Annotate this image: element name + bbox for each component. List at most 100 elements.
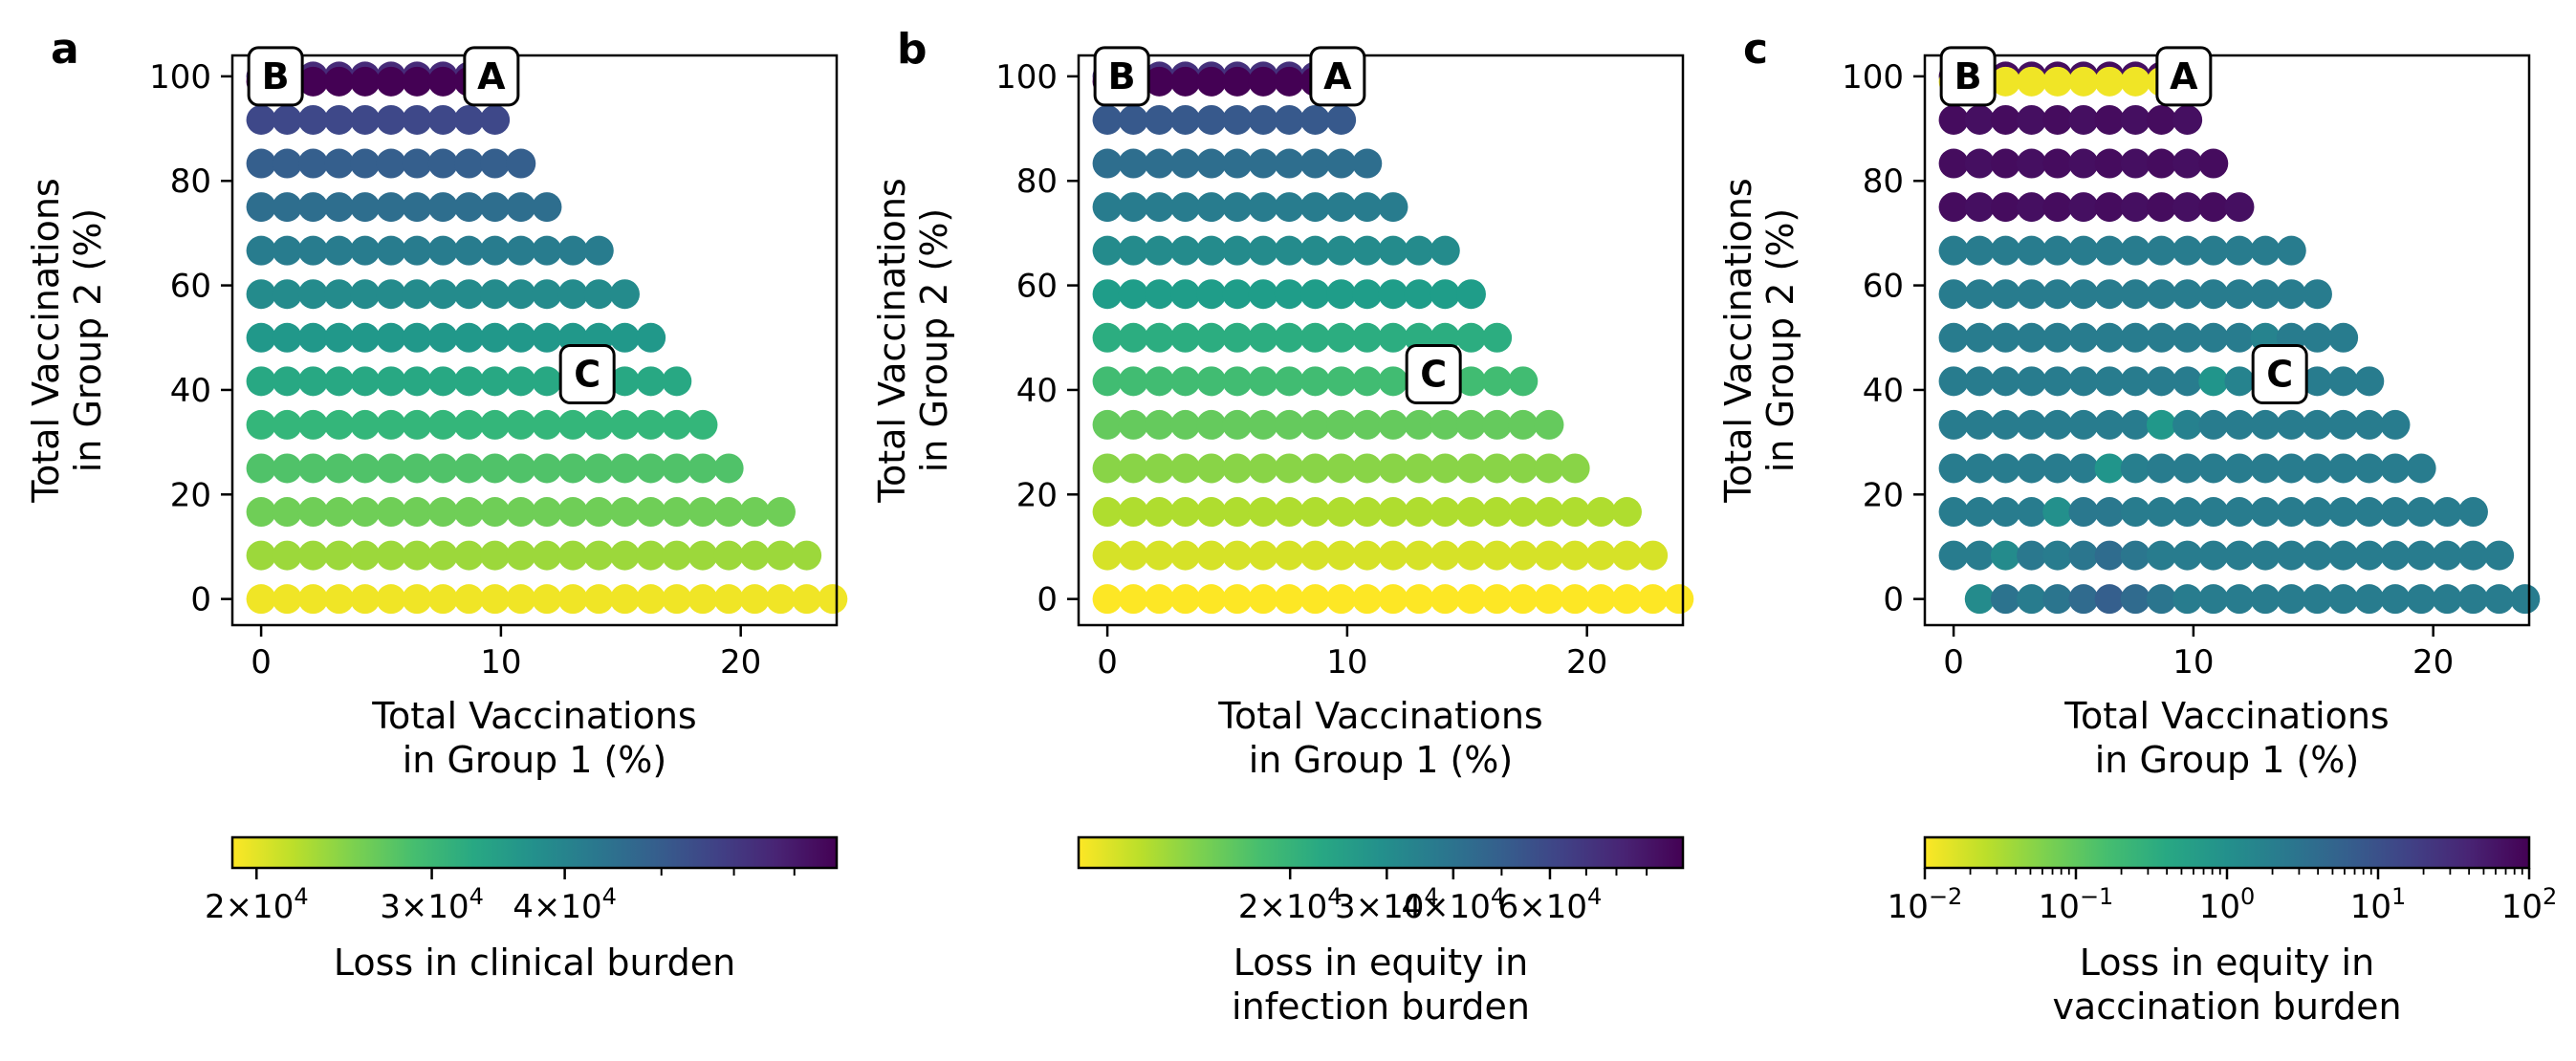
data-point: [1274, 235, 1304, 266]
data-point: [1990, 322, 2020, 353]
data-point: [506, 148, 536, 179]
data-point: [688, 584, 718, 615]
data-point: [1352, 584, 1383, 615]
colorbar-tick-label: 100: [2199, 883, 2256, 926]
data-point: [1170, 322, 1201, 353]
plot-frame: [1923, 54, 2531, 627]
data-point: [1326, 497, 1357, 528]
data-point: [1482, 453, 1513, 484]
data-point: [662, 366, 692, 397]
data-point: [2172, 584, 2203, 615]
data-point: [1248, 497, 1278, 528]
data-point: [2120, 148, 2150, 179]
data-point: [376, 409, 406, 440]
data-point: [2120, 497, 2150, 528]
data-point: [246, 366, 276, 397]
data-point: [2406, 540, 2436, 571]
data-point: [1560, 497, 1590, 528]
data-point: [2354, 453, 2385, 484]
y-axis-label: Total Vaccinations in Group 2 (%): [871, 178, 955, 503]
data-point: [2224, 540, 2255, 571]
data-point: [609, 409, 640, 440]
data-point: [2198, 584, 2229, 615]
data-point: [1196, 409, 1227, 440]
data-point: [1326, 366, 1357, 397]
colorbar-gradient: [230, 835, 839, 870]
data-point: [376, 104, 406, 135]
data-point: [2224, 497, 2255, 528]
data-point: [324, 584, 355, 615]
data-point: [1144, 540, 1174, 571]
data-point: [1326, 192, 1357, 223]
colorbar-tick-label: 2×104: [1238, 883, 1343, 926]
data-point: [1430, 453, 1460, 484]
annotation-box: [463, 46, 520, 107]
data-point: [297, 497, 328, 528]
annotation-label: C: [1420, 354, 1447, 396]
data-point: [506, 279, 536, 310]
data-point: [2146, 279, 2176, 310]
data-point: [1326, 540, 1357, 571]
data-point: [297, 279, 328, 310]
data-point: [1222, 235, 1253, 266]
data-point: [1118, 104, 1148, 135]
data-point: [402, 279, 432, 310]
data-point: [1482, 322, 1513, 353]
data-point: [1170, 497, 1201, 528]
y-tick-label: 80: [1016, 162, 1058, 201]
data-point: [506, 584, 536, 615]
data-point: [297, 409, 328, 440]
data-point: [1248, 366, 1278, 397]
data-point: [583, 584, 614, 615]
colorbar: 10−2 10−1 100 101 102 Loss in equity invaccin…: [1888, 835, 2557, 1028]
data-point: [1170, 104, 1201, 135]
data-point: [350, 148, 381, 179]
data-point: [272, 366, 302, 397]
data-point: [1938, 409, 1969, 440]
data-point: [1430, 279, 1460, 310]
data-point: [2380, 497, 2411, 528]
x-axis-label: Total Vaccinations: [371, 695, 696, 737]
data-point: [2276, 497, 2306, 528]
data-point: [350, 497, 381, 528]
data-point: [2017, 322, 2047, 353]
data-point: [739, 584, 770, 615]
data-point: [2432, 584, 2462, 615]
data-point: [2042, 453, 2073, 484]
data-point: [1274, 148, 1304, 179]
data-point: [350, 235, 381, 266]
data-point: [1248, 104, 1278, 135]
data-point: [1170, 540, 1201, 571]
data-point: [1222, 366, 1253, 397]
data-point: [2017, 104, 2047, 135]
data-point: [2042, 66, 2073, 97]
colorbar-tick-label: 10−2: [1888, 883, 1963, 926]
data-point: [246, 409, 276, 440]
data-point: [532, 235, 562, 266]
x-tick-label: 0: [1943, 643, 1964, 682]
data-point: [1274, 66, 1304, 97]
data-point: [2302, 279, 2332, 310]
data-point: [1299, 279, 1330, 310]
annotation-a: A: [463, 46, 520, 107]
data-point: [532, 279, 562, 310]
data-point: [506, 235, 536, 266]
data-point: [272, 497, 302, 528]
data-point: [297, 322, 328, 353]
data-point: [2198, 279, 2229, 310]
data-point: [350, 366, 381, 397]
data-point: [2198, 540, 2229, 571]
data-point: [1248, 322, 1278, 353]
x-tick-label: 20: [720, 643, 761, 682]
data-point: [1222, 104, 1253, 135]
data-point: [1990, 192, 2020, 223]
data-point: [1118, 453, 1148, 484]
x-axis-label: Total Vaccinations: [1217, 695, 1542, 737]
data-point: [2328, 366, 2359, 397]
data-point: [1222, 322, 1253, 353]
data-point: [1170, 192, 1201, 223]
data-point: [739, 497, 770, 528]
